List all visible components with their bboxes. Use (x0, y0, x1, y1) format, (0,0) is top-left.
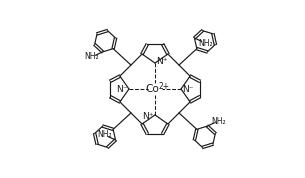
Text: 2+: 2+ (158, 82, 170, 91)
Text: NH₂: NH₂ (84, 53, 99, 61)
Text: NH₂: NH₂ (211, 117, 225, 125)
Text: N⁺: N⁺ (142, 112, 154, 121)
Text: N⁻: N⁻ (182, 85, 194, 93)
Text: Co: Co (145, 84, 159, 94)
Text: NH₂: NH₂ (97, 130, 112, 139)
Text: NH₂: NH₂ (198, 39, 213, 48)
Text: N⁺: N⁺ (156, 57, 168, 66)
Text: N⁻: N⁻ (116, 85, 128, 93)
